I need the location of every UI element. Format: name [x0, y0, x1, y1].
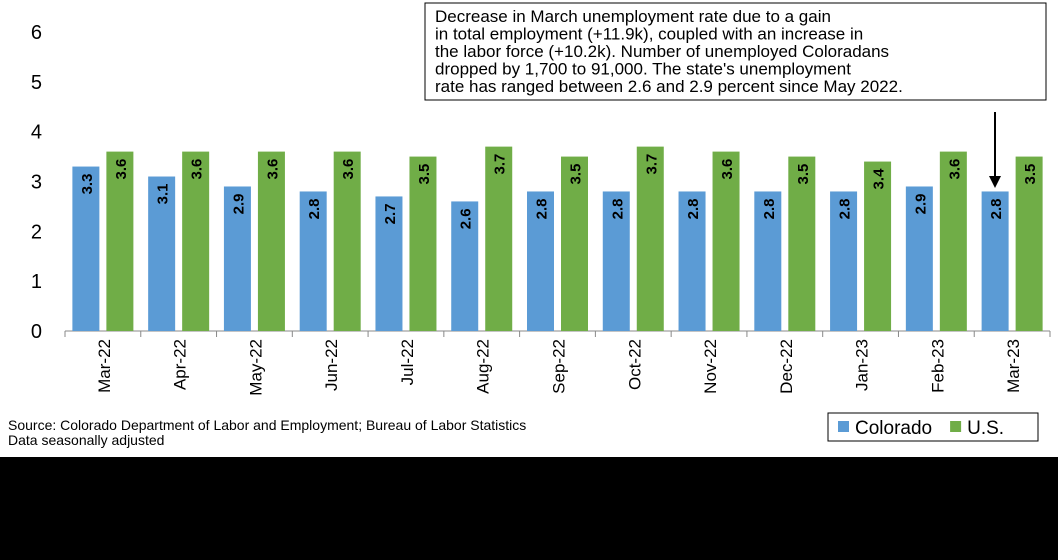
source-text: Source: Colorado Department of Labor and…: [8, 417, 526, 433]
annotation-text: the labor force (+10.2k). Number of unem…: [435, 42, 889, 61]
y-tick-label: 3: [31, 172, 42, 194]
data-label: 2.8: [761, 198, 778, 219]
data-label: 3.5: [1022, 164, 1039, 185]
annotation-arrowhead: [989, 176, 1001, 188]
bar: [409, 156, 437, 331]
x-tick-label: May-22: [246, 339, 265, 396]
y-tick-label: 0: [31, 321, 42, 343]
bar: [905, 186, 933, 331]
data-label: 2.8: [685, 198, 702, 219]
bar: [333, 151, 361, 331]
data-label: 2.8: [837, 198, 854, 219]
bar: [485, 146, 513, 331]
data-label: 2.8: [988, 198, 1005, 219]
bar: [636, 146, 664, 331]
data-label: 2.9: [230, 193, 247, 214]
y-tick-label: 5: [31, 72, 42, 94]
bar: [257, 151, 285, 331]
data-label: 2.6: [458, 208, 475, 229]
bar: [712, 151, 740, 331]
bar: [830, 191, 858, 331]
annotation-text: Decrease in March unemployment rate due …: [435, 7, 831, 26]
y-tick-label: 4: [31, 122, 42, 144]
annotation-text: rate has ranged between 2.6 and 2.9 perc…: [435, 77, 903, 96]
data-label: 3.6: [719, 159, 736, 180]
bar: [981, 191, 1009, 331]
data-label: 3.6: [340, 159, 357, 180]
x-tick-label: Dec-22: [777, 339, 796, 394]
annotation-text: in total employment (+11.9k), coupled wi…: [435, 25, 863, 44]
bar: [451, 201, 479, 331]
x-tick-label: Mar-22: [95, 339, 114, 393]
data-label: 3.7: [492, 154, 509, 175]
y-tick-label: 6: [31, 22, 42, 44]
bar: [1015, 156, 1043, 331]
legend-swatch: [950, 421, 962, 432]
data-label: 3.6: [946, 159, 963, 180]
x-tick-label: Nov-22: [701, 339, 720, 394]
data-label: 2.7: [382, 203, 399, 224]
black-area: [0, 457, 1058, 560]
data-label: 2.8: [534, 198, 551, 219]
x-tick-label: Oct-22: [625, 339, 644, 390]
annotation-text: dropped by 1,700 to 91,000. The state's …: [435, 60, 851, 79]
bar: [527, 191, 554, 331]
bar: [864, 161, 892, 331]
bar: [939, 151, 967, 331]
data-label: 3.1: [155, 184, 172, 205]
x-tick-label: Aug-22: [474, 339, 493, 394]
source-text: Data seasonally adjusted: [8, 432, 164, 448]
bar: [182, 151, 210, 331]
y-tick-label: 1: [31, 271, 42, 293]
bar: [754, 191, 782, 331]
data-label: 2.8: [306, 198, 323, 219]
data-label: 3.7: [643, 154, 660, 175]
data-label: 3.6: [264, 159, 281, 180]
data-label: 2.8: [609, 198, 626, 219]
bar: [678, 191, 706, 331]
y-tick-label: 2: [31, 221, 42, 243]
x-tick-label: Jun-22: [322, 339, 341, 391]
bar: [602, 191, 630, 331]
data-label: 3.6: [113, 159, 130, 180]
bar: [148, 176, 176, 331]
annotation-box: [424, 2, 1047, 101]
x-tick-label: Apr-22: [171, 339, 190, 390]
data-label: 3.4: [871, 168, 888, 190]
bar: [299, 191, 327, 331]
bar: [106, 151, 134, 331]
bar: [561, 156, 588, 331]
data-label: 3.5: [416, 164, 433, 185]
data-label: 3.5: [795, 164, 812, 185]
bar: [223, 186, 251, 331]
bar: [72, 166, 100, 331]
data-label: 3.3: [79, 174, 96, 195]
data-label: 3.5: [568, 164, 585, 185]
legend-swatch: [838, 421, 849, 432]
x-tick-label: Jan-23: [853, 339, 872, 391]
bar: [788, 156, 816, 331]
x-tick-label: Sep-22: [550, 339, 569, 394]
legend-label: Colorado: [855, 418, 932, 439]
data-label: 2.9: [912, 193, 929, 214]
legend-box: [827, 412, 1039, 442]
legend-label: U.S.: [967, 418, 1004, 439]
x-tick-label: Feb-23: [928, 339, 947, 393]
data-label: 3.6: [189, 159, 206, 180]
chart: 0 1 2 3 4 5 6 Mar-22 3.3 3.6 Apr-22 3.1 3.6 May-22 2.9…: [8, 2, 1051, 448]
bar: [375, 196, 403, 331]
x-tick-label: Jul-22: [398, 339, 417, 385]
x-tick-label: Mar-23: [1004, 339, 1023, 393]
